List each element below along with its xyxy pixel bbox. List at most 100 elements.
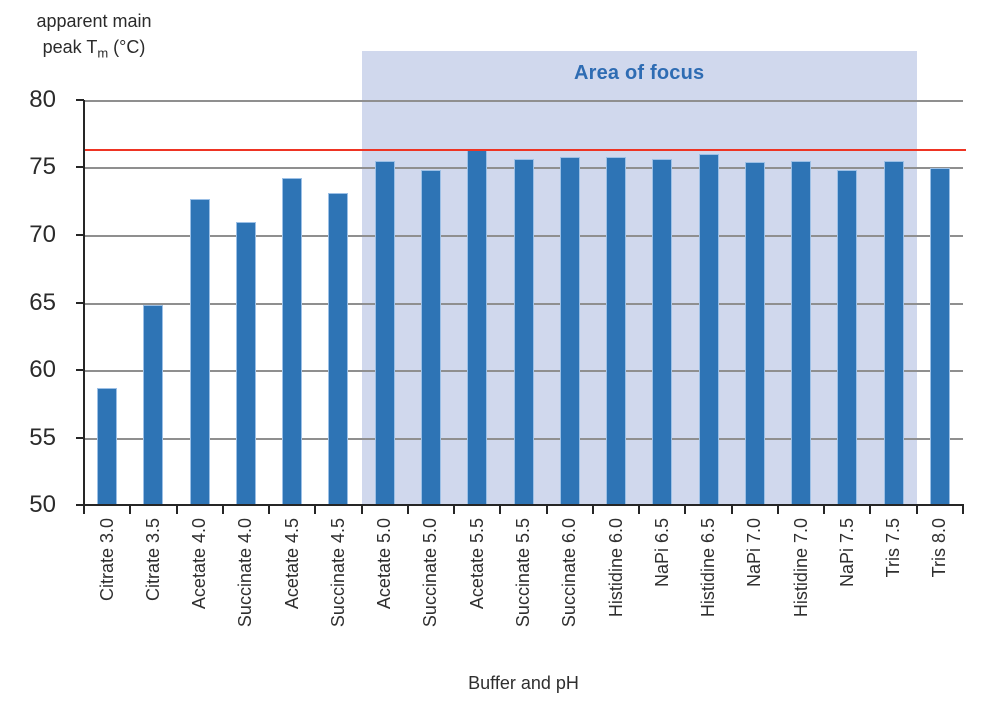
y-tick-65 <box>76 301 84 304</box>
x-tick <box>406 505 409 514</box>
x-tick <box>129 505 132 514</box>
x-tick <box>453 505 456 514</box>
y-axis-title-line2: peak Tm (°C) <box>42 37 146 61</box>
y-tick-80 <box>76 99 84 101</box>
x-label-cell: NaPi 7.5 <box>824 518 870 663</box>
x-label-cell: Histidine 6.0 <box>593 518 639 663</box>
x-label-cell: Acetate 5.0 <box>362 518 408 663</box>
bar-acetate-4.0 <box>189 198 210 505</box>
x-label-cell: Succinate 5.5 <box>500 518 546 663</box>
x-tick <box>268 505 271 514</box>
y-tick-70 <box>76 233 84 236</box>
bar-slot <box>824 100 870 505</box>
y-tick-60 <box>76 368 84 371</box>
bar-succinate-4.0 <box>235 221 256 505</box>
bar-slot <box>454 100 500 505</box>
bar-series <box>84 100 963 505</box>
x-axis-title: Buffer and pH <box>468 673 579 693</box>
gridline-80 <box>84 100 963 102</box>
x-tick <box>591 505 594 514</box>
x-label-cell: Acetate 4.5 <box>269 518 315 663</box>
bar-succinate-4.5 <box>328 193 349 505</box>
bar-slot <box>547 100 593 505</box>
bar-slot <box>685 100 731 505</box>
bar-slot <box>917 100 963 505</box>
y-tick-55 <box>76 436 84 439</box>
y-tick-label-55: 55 <box>29 423 56 451</box>
bar-slot <box>593 100 639 505</box>
x-label-cell: Acetate 4.0 <box>177 518 223 663</box>
bar-citrate-3.5 <box>143 305 164 505</box>
bar-slot <box>177 100 223 505</box>
bar-slot <box>732 100 778 505</box>
x-axis-ticks <box>83 505 964 514</box>
x-tick-label-citrate-3.5: Citrate 3.5 <box>142 518 163 602</box>
x-label-cell: Succinate 5.0 <box>408 518 454 663</box>
x-tick <box>360 505 363 514</box>
x-tick <box>730 505 733 514</box>
bar-slot <box>639 100 685 505</box>
x-tick-label-succinate-4.0: Succinate 4.0 <box>235 518 256 628</box>
bar-slot <box>871 100 917 505</box>
y-axis-title: apparent main peak Tm (°C) <box>6 8 182 67</box>
x-tick-label-tris-8.0: Tris 8.0 <box>929 518 950 578</box>
bar-slot <box>269 100 315 505</box>
bar-histidine-6.0 <box>606 156 627 505</box>
bar-slot <box>408 100 454 505</box>
bar-slot <box>84 100 130 505</box>
bar-succinate-5.0 <box>420 170 441 505</box>
bar-slot <box>778 100 824 505</box>
x-tick-label-acetate-5.5: Acetate 5.5 <box>466 518 487 610</box>
bar-histidine-7.0 <box>791 160 812 505</box>
x-tick-label-histidine-6.0: Histidine 6.0 <box>605 518 626 618</box>
y-tick-label-60: 60 <box>29 355 56 383</box>
x-tick <box>962 505 964 514</box>
y-tick-75 <box>76 166 84 169</box>
bar-napi-7.0 <box>744 162 765 505</box>
bar-slot <box>223 100 269 505</box>
x-label-cell: Citrate 3.5 <box>130 518 176 663</box>
bar-acetate-5.0 <box>374 160 395 505</box>
focus-area-highlight: Area of focus <box>361 51 917 505</box>
x-tick <box>823 505 826 514</box>
x-label-cell: Tris 8.0 <box>917 518 963 663</box>
y-tick-label-50: 50 <box>29 491 56 518</box>
x-tick-label-acetate-4.5: Acetate 4.5 <box>281 518 302 610</box>
y-axis-title-line1: apparent main <box>36 11 152 31</box>
x-tick <box>314 505 317 514</box>
x-tick-label-acetate-4.0: Acetate 4.0 <box>189 518 210 610</box>
x-label-cell: Acetate 5.5 <box>454 518 500 663</box>
x-tick-label-succinate-5.5: Succinate 5.5 <box>513 518 534 628</box>
y-tick-label-70: 70 <box>29 220 56 248</box>
bar-napi-6.5 <box>652 159 673 505</box>
x-label-cell: NaPi 7.0 <box>732 518 778 663</box>
x-tick <box>684 505 687 514</box>
x-axis-tick-labels: Citrate 3.0 Citrate 3.5 Acetate 4.0 Succina… <box>84 518 963 663</box>
x-label-cell: Succinate 6.0 <box>547 518 593 663</box>
x-label-cell: Succinate 4.0 <box>223 518 269 663</box>
bar-slot <box>130 100 176 505</box>
x-label-cell: Histidine 6.5 <box>685 518 731 663</box>
x-axis-line <box>76 504 964 506</box>
focus-area-label: Area of focus <box>573 62 705 84</box>
x-tick <box>545 505 548 514</box>
bar-acetate-4.5 <box>282 178 303 505</box>
y-tick-label-75: 75 <box>29 153 56 181</box>
x-tick <box>638 505 641 514</box>
bar-citrate-3.0 <box>97 387 118 505</box>
x-tick-label-succinate-5.0: Succinate 5.0 <box>420 518 441 628</box>
bar-slot <box>500 100 546 505</box>
y-axis-line <box>83 100 85 513</box>
x-tick-label-napi-7.5: NaPi 7.5 <box>836 518 857 588</box>
x-tick <box>915 505 918 514</box>
x-tick-label-tris-7.5: Tris 7.5 <box>883 518 904 578</box>
x-label-cell: NaPi 6.5 <box>639 518 685 663</box>
bar-tris-8.0 <box>929 167 950 505</box>
y-tick-label-80: 80 <box>29 86 56 113</box>
x-tick <box>869 505 872 514</box>
bar-slot <box>362 100 408 505</box>
x-label-cell: Citrate 3.0 <box>84 518 130 663</box>
bar-napi-7.5 <box>837 170 858 505</box>
x-tick-label-citrate-3.0: Citrate 3.0 <box>96 518 117 602</box>
